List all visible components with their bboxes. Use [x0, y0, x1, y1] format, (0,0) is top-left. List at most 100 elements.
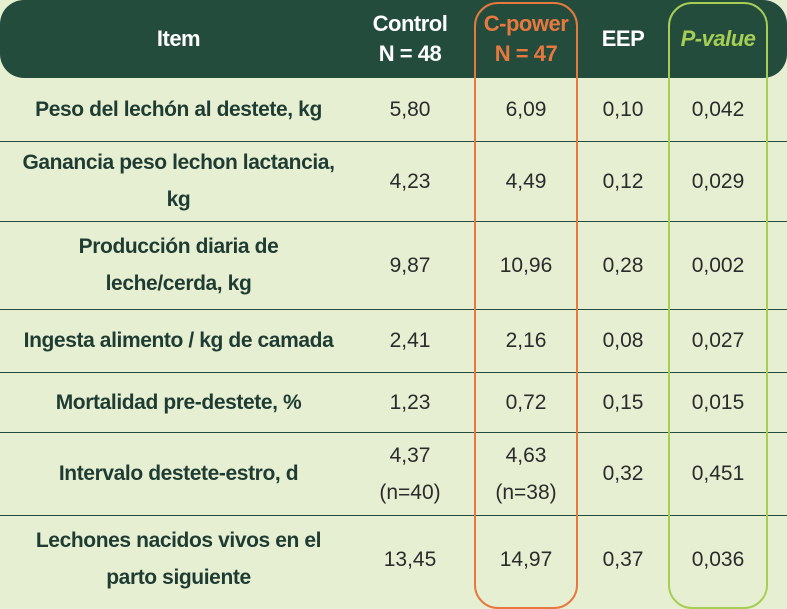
cell-cpower: 0,72 — [474, 372, 578, 432]
cell-item-line: Peso del lechón al destete, kg — [35, 98, 322, 121]
cell-control-line: 9,87 — [389, 253, 431, 277]
cell-control: 4,23 — [357, 141, 463, 221]
row-separator — [0, 141, 787, 142]
cell-pvalue: 0,002 — [668, 221, 768, 309]
cell-control: 1,23 — [357, 372, 463, 432]
header-control-n: N = 48 — [378, 41, 442, 66]
cell-eep-value: 0,12 — [602, 169, 644, 193]
cell-control: 2,41 — [357, 309, 463, 372]
cell-eep: 0,12 — [578, 141, 668, 221]
cell-control: 5,80 — [357, 78, 463, 141]
header-pvalue-label: P-value — [680, 26, 756, 51]
cell-item: Intervalo destete-estro, d — [0, 432, 357, 515]
cell-eep: 0,08 — [578, 309, 668, 372]
cell-control-line: 5,80 — [389, 98, 431, 121]
cell-cpower-line: 6,09 — [505, 98, 547, 121]
table-row: Lechones nacidos vivos en el parto siguie… — [0, 515, 787, 603]
row-separator — [0, 432, 787, 433]
cell-pvalue: 0,042 — [668, 78, 768, 141]
cell-eep: 0,10 — [578, 78, 668, 141]
row-separator — [0, 372, 787, 373]
cell-item-line: parto siguiente — [106, 566, 251, 589]
cell-cpower-line: 10,96 — [499, 253, 553, 277]
cell-cpower-line: 4,49 — [505, 169, 547, 193]
header-item: Item — [0, 0, 357, 78]
cell-control: 4,37 (n=40) — [357, 432, 463, 515]
cell-pvalue-value: 0,027 — [691, 329, 745, 352]
cell-eep-value: 0,37 — [602, 547, 644, 571]
cell-control-line: (n=40) — [379, 480, 441, 504]
cell-pvalue: 0,015 — [668, 372, 768, 432]
table-row: Ingesta alimento / kg de camada 2,41 2,16 0… — [0, 309, 787, 372]
cell-cpower: 4,49 — [474, 141, 578, 221]
cell-pvalue-value: 0,029 — [691, 169, 745, 193]
cell-item: Peso del lechón al destete, kg — [0, 78, 357, 141]
header-item-label: Item — [156, 26, 201, 51]
cell-eep: 0,37 — [578, 515, 668, 603]
cell-pvalue: 0,027 — [668, 309, 768, 372]
row-separator — [0, 221, 787, 222]
cell-cpower: 14,97 — [474, 515, 578, 603]
cell-eep: 0,15 — [578, 372, 668, 432]
cell-cpower: 6,09 — [474, 78, 578, 141]
header-control-label: Control — [372, 11, 448, 36]
cell-eep-value: 0,10 — [602, 98, 644, 121]
cell-pvalue: 0,036 — [668, 515, 768, 603]
cell-eep-value: 0,15 — [602, 390, 644, 414]
header-pvalue: P-value — [668, 0, 768, 78]
table-row: Peso del lechón al destete, kg 5,80 6,09 0,… — [0, 78, 787, 141]
cell-eep-value: 0,32 — [602, 462, 644, 485]
cell-eep: 0,28 — [578, 221, 668, 309]
cell-item-line: Intervalo destete-estro, d — [58, 462, 299, 485]
cell-pvalue: 0,029 — [668, 141, 768, 221]
header-eep: EEP — [578, 0, 668, 78]
header-eep-label: EEP — [601, 26, 645, 51]
cell-cpower-line: 2,16 — [505, 329, 547, 352]
cell-item: Producción diaria de leche/cerda, kg — [0, 221, 357, 309]
cell-pvalue-value: 0,015 — [691, 390, 745, 414]
cell-item: Mortalidad pre-destete, % — [0, 372, 357, 432]
cell-control: 13,45 — [357, 515, 463, 603]
cell-control-line: 13,45 — [383, 547, 437, 571]
cell-eep-value: 0,28 — [602, 253, 644, 277]
row-separator — [0, 515, 787, 516]
cell-cpower: 10,96 — [474, 221, 578, 309]
cell-pvalue-value: 0,002 — [691, 253, 745, 277]
header-cpower: C-power N = 47 — [474, 0, 578, 78]
cell-pvalue: 0,451 — [668, 432, 768, 515]
table-row: Mortalidad pre-destete, % 1,23 0,72 0,15 0,0… — [0, 372, 787, 432]
cell-item-line: Mortalidad pre-destete, % — [55, 390, 302, 414]
row-separator — [0, 309, 787, 310]
cell-control-line: 4,37 — [389, 443, 431, 467]
cell-pvalue-value: 0,036 — [691, 547, 745, 571]
table-row: Ganancia peso lechon lactancia, kg 4,23 4,4… — [0, 141, 787, 221]
cell-item-line: Ingesta alimento / kg de camada — [23, 329, 334, 352]
cell-cpower-line: 0,72 — [505, 390, 547, 414]
header-cpower-label: C-power — [483, 11, 569, 36]
cell-pvalue-value: 0,451 — [691, 462, 745, 485]
cell-control-line: 2,41 — [389, 329, 431, 352]
cell-item: Lechones nacidos vivos en el parto siguie… — [0, 515, 357, 603]
table-header: Item Control N = 48 C-power N = 47 EEP P… — [0, 0, 787, 78]
cell-item-line: kg — [166, 188, 191, 211]
table-row: Intervalo destete-estro, d 4,37 (n=40) 4,63… — [0, 432, 787, 515]
cell-item-line: Lechones nacidos vivos en el — [35, 529, 322, 552]
cell-cpower-line: (n=38) — [495, 480, 557, 504]
cell-control-line: 4,23 — [389, 169, 431, 193]
cell-eep-value: 0,08 — [602, 329, 644, 352]
cell-item-line: Producción diaria de — [78, 235, 279, 258]
cell-pvalue-value: 0,042 — [691, 98, 745, 121]
cell-item-line: Ganancia peso lechon lactancia, — [22, 151, 335, 174]
header-control: Control N = 48 — [357, 0, 463, 78]
cell-control: 9,87 — [357, 221, 463, 309]
cell-control-line: 1,23 — [389, 390, 431, 414]
cell-cpower: 4,63 (n=38) — [474, 432, 578, 515]
cell-cpower: 2,16 — [474, 309, 578, 372]
cell-cpower-line: 4,63 — [505, 443, 547, 467]
cell-item-line: leche/cerda, kg — [105, 272, 252, 295]
cell-eep: 0,32 — [578, 432, 668, 515]
cell-cpower-line: 14,97 — [499, 547, 553, 571]
cell-item: Ganancia peso lechon lactancia, kg — [0, 141, 357, 221]
header-cpower-n: N = 47 — [494, 41, 558, 66]
